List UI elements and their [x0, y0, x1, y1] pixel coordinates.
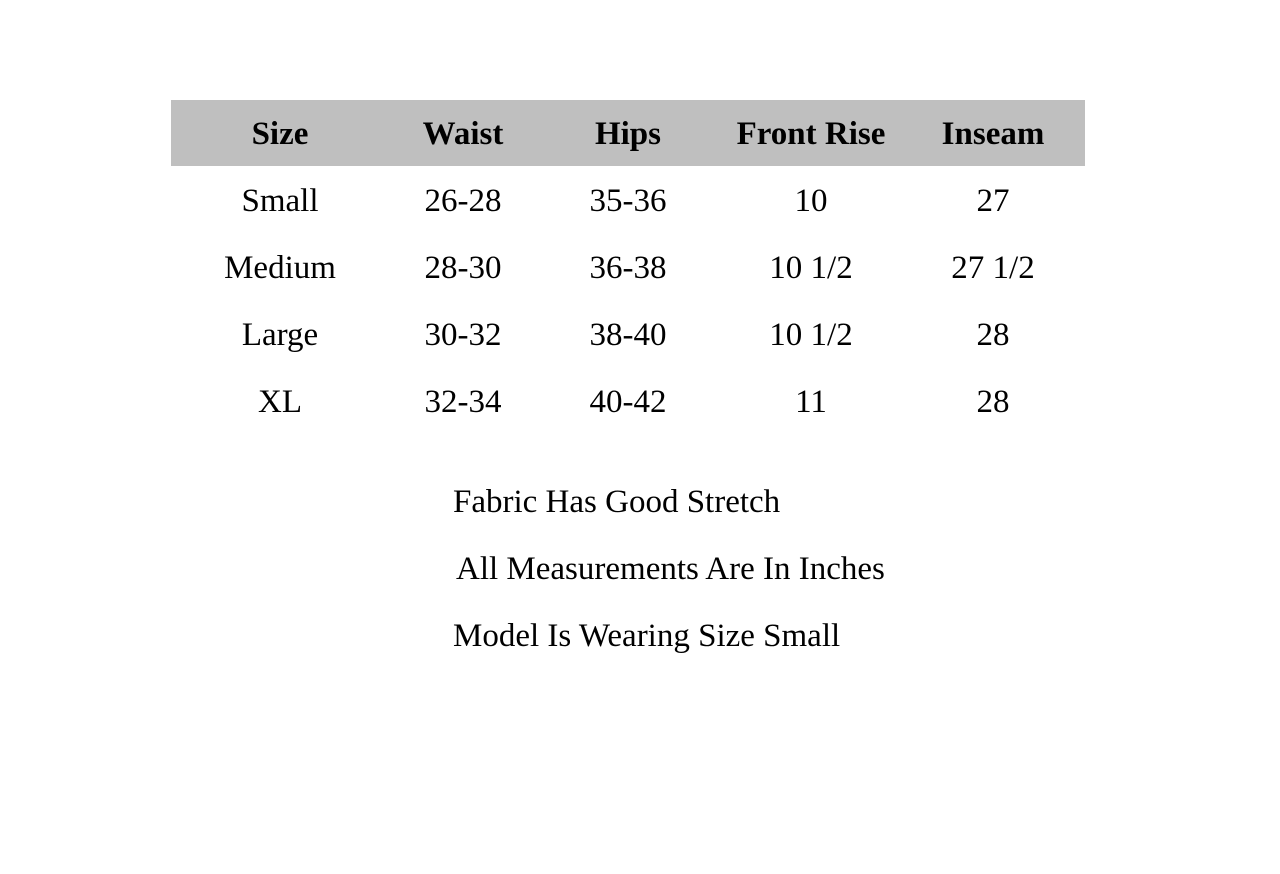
table-cell-waist: 32-34	[424, 384, 502, 420]
note-text: Model Is Wearing Size Small	[453, 618, 841, 654]
table-header-row	[171, 100, 1085, 166]
table-cell-waist: 26-28	[424, 183, 502, 219]
column-header-hips: Hips	[594, 116, 662, 152]
table-cell-size: Large	[241, 317, 319, 353]
column-header-front-rise: Front Rise	[736, 116, 886, 152]
table-cell-hips: 38-40	[589, 317, 667, 353]
table-cell-size: XL	[258, 384, 302, 420]
table-cell-hips: 36-38	[589, 250, 667, 286]
table-cell-inseam: 28	[976, 384, 1010, 420]
table-cell-hips: 35-36	[589, 183, 667, 219]
column-header-inseam: Inseam	[941, 116, 1045, 152]
table-cell-inseam: 27 1/2	[951, 250, 1035, 286]
table-cell-front-rise: 10 1/2	[769, 250, 853, 286]
table-cell-size: Small	[241, 183, 319, 219]
table-cell-hips: 40-42	[589, 384, 667, 420]
table-cell-front-rise: 10 1/2	[769, 317, 853, 353]
table-cell-size: Medium	[224, 250, 336, 286]
column-header-size: Size	[251, 116, 309, 152]
note-text: All Measurements Are In Inches	[456, 551, 885, 587]
note-text: Fabric Has Good Stretch	[453, 484, 781, 520]
table-cell-inseam: 28	[976, 317, 1010, 353]
column-header-waist: Waist	[422, 116, 504, 152]
table-cell-front-rise: 10	[794, 183, 828, 219]
table-cell-waist: 30-32	[424, 317, 502, 353]
table-cell-front-rise: 11	[795, 384, 827, 420]
table-cell-waist: 28-30	[424, 250, 502, 286]
table-cell-inseam: 27	[976, 183, 1010, 219]
